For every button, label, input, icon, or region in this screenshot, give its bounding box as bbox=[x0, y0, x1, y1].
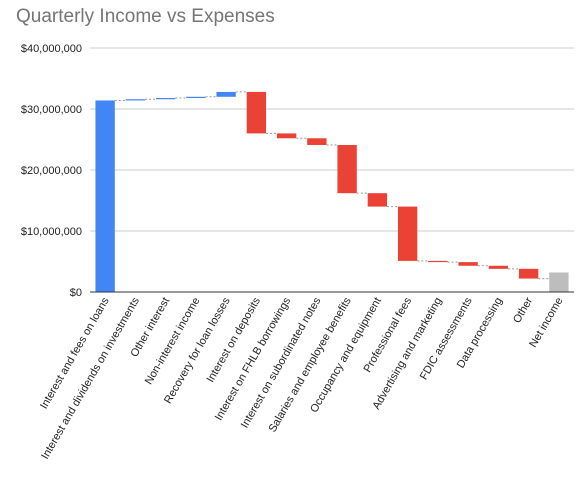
waterfall-bar bbox=[95, 100, 115, 293]
waterfall-bar bbox=[276, 133, 297, 139]
waterfall-bar bbox=[397, 206, 418, 261]
x-category-label: Interest on deposits bbox=[205, 295, 264, 385]
gridlines bbox=[90, 47, 574, 232]
waterfall-bar bbox=[216, 91, 236, 97]
waterfall-bar bbox=[155, 98, 176, 100]
waterfall-bar bbox=[307, 138, 327, 145]
waterfall-bar bbox=[488, 265, 509, 269]
x-category-label: Other bbox=[511, 295, 535, 325]
y-axis-tick-labels: $0 $10,000,000 $20,000,000 $30,000,000 $40,0… bbox=[21, 43, 82, 299]
x-category-label: Non-interest income bbox=[143, 296, 203, 387]
waterfall-bar bbox=[125, 99, 146, 101]
y-tick-label: $40,000,000 bbox=[21, 43, 82, 55]
y-tick-label: $30,000,000 bbox=[21, 104, 82, 116]
y-tick-label: $0 bbox=[70, 287, 82, 299]
waterfall-bar bbox=[367, 193, 388, 207]
waterfall-bar bbox=[246, 91, 267, 134]
waterfall-bar bbox=[549, 272, 569, 292]
waterfall-bar bbox=[186, 96, 206, 99]
waterfall-bar bbox=[518, 268, 539, 279]
bars bbox=[95, 91, 569, 293]
waterfall-bar bbox=[428, 260, 448, 263]
chart-title: Quarterly Income vs Expenses bbox=[16, 6, 275, 27]
waterfall-bar bbox=[458, 262, 478, 266]
waterfall-bar bbox=[337, 144, 357, 194]
connector-lines bbox=[114, 91, 550, 280]
y-tick-label: $20,000,000 bbox=[21, 165, 82, 177]
y-tick-label: $10,000,000 bbox=[21, 226, 82, 238]
